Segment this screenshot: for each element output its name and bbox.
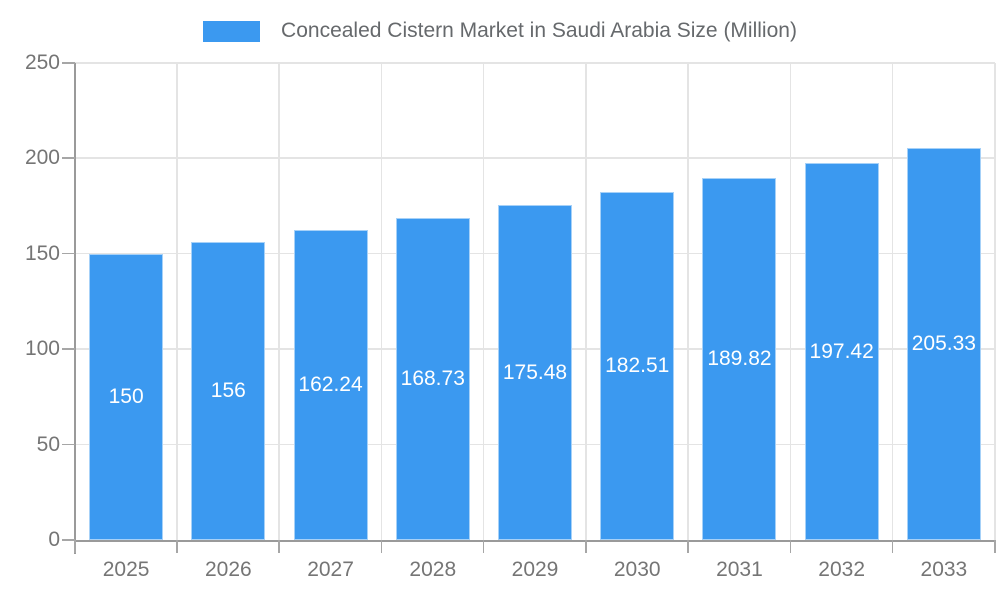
bar[interactable] bbox=[395, 218, 470, 540]
bar-value-label: 156 bbox=[210, 379, 246, 403]
v-gridline bbox=[278, 63, 280, 540]
y-axis-tick bbox=[62, 157, 75, 159]
bar[interactable] bbox=[702, 177, 777, 540]
x-axis-tick bbox=[891, 540, 894, 553]
y-axis-label: 0 bbox=[48, 528, 60, 551]
bar-value-label: 189.82 bbox=[707, 346, 772, 370]
legend-label: Concealed Cistern Market in Saudi Arabia… bbox=[281, 19, 797, 42]
bar-value-label: 150 bbox=[108, 384, 144, 408]
bar-value-label: 197.42 bbox=[809, 339, 874, 363]
y-axis-tick bbox=[62, 62, 75, 64]
y-axis-label: 150 bbox=[24, 241, 60, 265]
x-axis-tick bbox=[482, 540, 485, 553]
y-axis-label: 250 bbox=[24, 51, 60, 74]
v-gridline bbox=[585, 63, 587, 540]
x-axis-tick bbox=[74, 540, 76, 553]
legend-swatch bbox=[203, 20, 261, 42]
v-gridline bbox=[687, 63, 689, 540]
y-axis-line bbox=[74, 63, 76, 554]
x-axis-label: 2031 bbox=[716, 558, 763, 581]
bar[interactable] bbox=[498, 205, 572, 540]
bar[interactable] bbox=[600, 191, 675, 540]
y-axis-tick bbox=[62, 539, 75, 541]
bar-value-label: 168.73 bbox=[400, 367, 465, 391]
y-axis-tick bbox=[62, 443, 75, 446]
v-gridline bbox=[380, 63, 383, 540]
y-axis-tick bbox=[62, 252, 75, 255]
h-gridline bbox=[75, 62, 995, 64]
x-axis-tick bbox=[380, 540, 383, 553]
x-axis-label: 2027 bbox=[307, 558, 354, 581]
x-axis-label: 2033 bbox=[920, 558, 968, 581]
y-axis-label: 50 bbox=[36, 432, 60, 456]
bar-value-label: 162.24 bbox=[298, 373, 363, 397]
bar[interactable] bbox=[906, 148, 981, 540]
y-axis-tick bbox=[62, 348, 75, 350]
x-axis-tick bbox=[585, 540, 587, 553]
v-gridline bbox=[891, 63, 894, 540]
bar-value-label: 182.51 bbox=[605, 353, 670, 377]
v-gridline bbox=[176, 63, 178, 540]
legend[interactable]: Concealed Cistern Market in Saudi Arabia… bbox=[0, 14, 1000, 48]
h-gridline bbox=[75, 157, 995, 159]
bar-value-label: 175.48 bbox=[502, 360, 568, 384]
y-axis-label: 200 bbox=[24, 146, 60, 170]
bar[interactable] bbox=[89, 253, 164, 540]
x-axis-label: 2028 bbox=[409, 558, 457, 581]
x-axis-label: 2026 bbox=[204, 558, 252, 581]
x-axis-label: 2030 bbox=[613, 558, 661, 581]
bar-value-label: 205.33 bbox=[911, 332, 976, 356]
x-axis-label: 2029 bbox=[511, 558, 559, 581]
bar[interactable] bbox=[804, 163, 879, 540]
bar[interactable] bbox=[191, 242, 266, 540]
x-axis-tick bbox=[176, 540, 178, 553]
bar[interactable] bbox=[293, 230, 368, 540]
v-gridline bbox=[789, 63, 792, 540]
x-axis-tick bbox=[278, 540, 280, 553]
v-gridline bbox=[482, 63, 485, 540]
x-axis-tick bbox=[687, 540, 689, 553]
x-axis-tick bbox=[994, 540, 996, 553]
x-axis-tick bbox=[789, 540, 792, 553]
x-axis-line bbox=[74, 540, 995, 542]
plot-area: 150 156 162.24 168.73 175.48 182.51 189.82 197.… bbox=[75, 62, 996, 540]
v-gridline bbox=[994, 63, 996, 540]
x-axis-label: 2025 bbox=[102, 558, 150, 581]
y-axis-label: 100 bbox=[24, 337, 60, 361]
x-axis-label: 2032 bbox=[818, 558, 866, 581]
